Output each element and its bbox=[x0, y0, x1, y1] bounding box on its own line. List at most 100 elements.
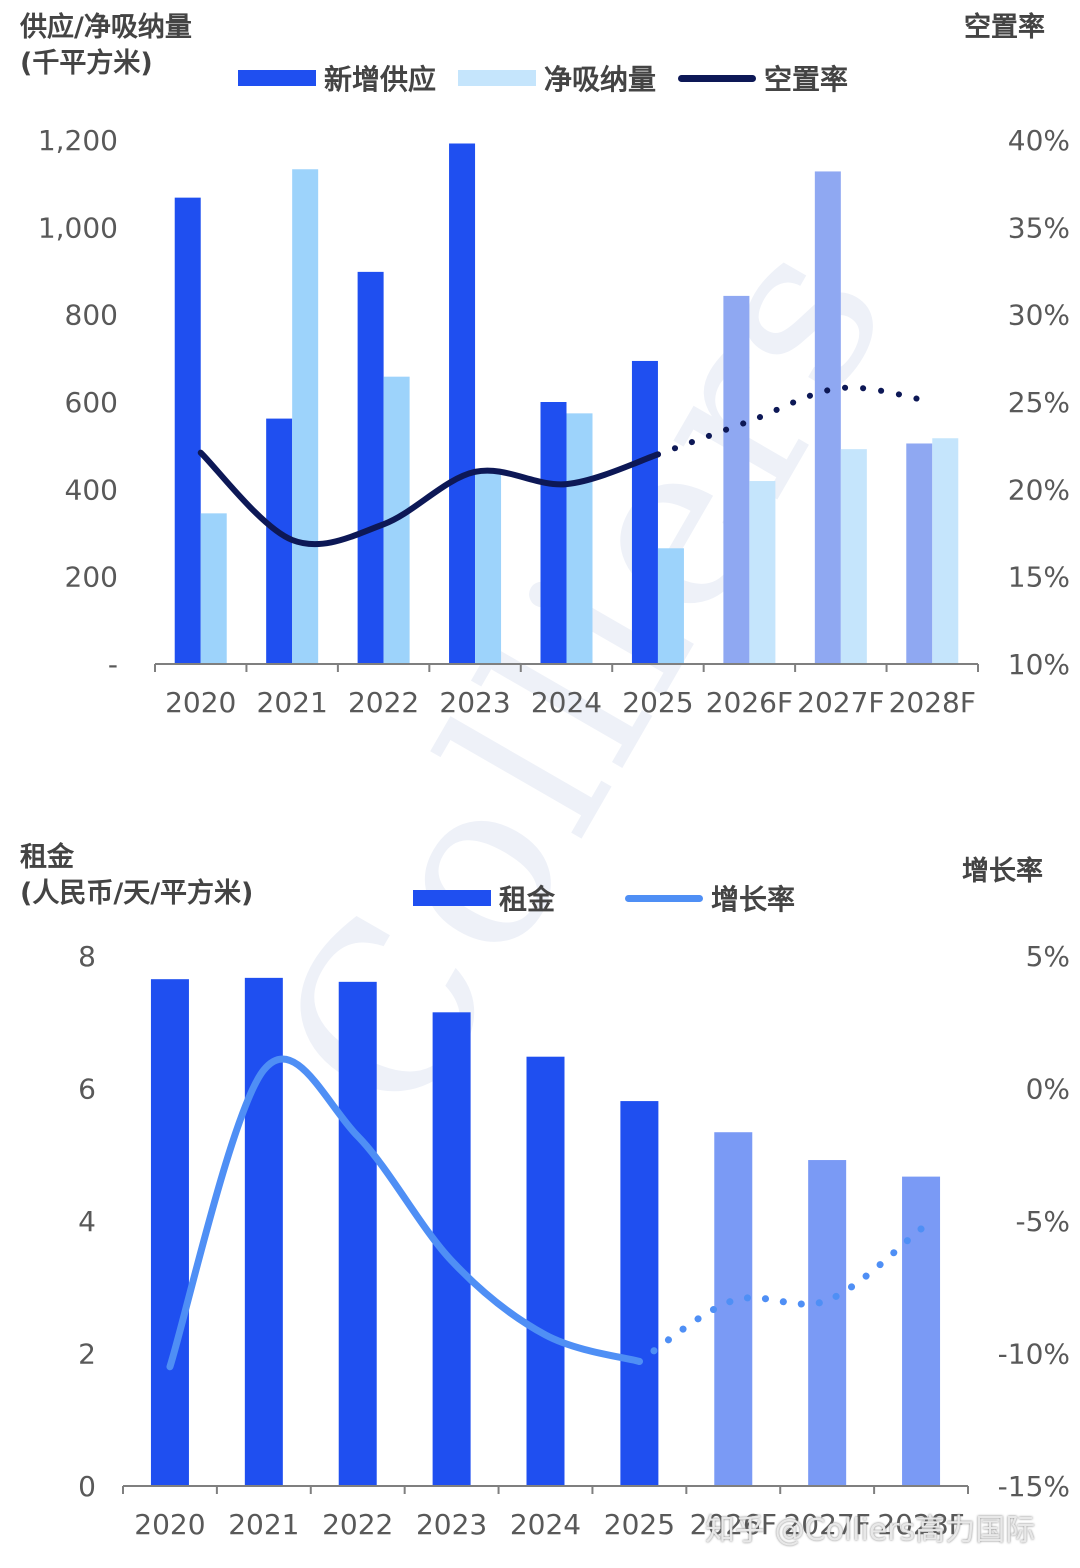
y-tick-label: 800 bbox=[65, 299, 118, 332]
legend: 新增供应 净吸纳量 空置率 bbox=[238, 58, 870, 98]
line-growth bbox=[166, 1055, 643, 1371]
x-tick-label: 2020 bbox=[134, 1508, 205, 1541]
bar-absorption bbox=[749, 481, 776, 664]
legend-swatch-growth bbox=[625, 894, 704, 902]
y2-tick-label: 10% bbox=[1008, 648, 1070, 681]
x-tick-label: 2026F bbox=[690, 1508, 777, 1541]
y-tick-label: 0 bbox=[78, 1470, 96, 1503]
bar-supply bbox=[723, 295, 750, 664]
y2-tick-label: 30% bbox=[1008, 299, 1070, 332]
left-axis-title-rent: 租金 (人民币/天/平方米) bbox=[20, 840, 253, 912]
legend-label-vacancy: 空置率 bbox=[764, 63, 849, 96]
legend-item-vacancy: 空置率 bbox=[678, 58, 848, 98]
y2-tick-label: 15% bbox=[1008, 561, 1070, 594]
credit-text: 知乎 @Colliers高力国际 bbox=[705, 1513, 1036, 1548]
bar-absorption bbox=[932, 438, 959, 664]
x-tick-label: 2024 bbox=[531, 686, 602, 719]
left-axis-title-line-1: 供应/净吸纳量 bbox=[20, 12, 192, 43]
y-tick-label: - bbox=[108, 648, 118, 681]
x-tick-label: 2021 bbox=[257, 686, 328, 719]
bar-absorption bbox=[840, 449, 867, 664]
legend-label-absorption: 净吸纳量 bbox=[544, 63, 657, 96]
right-axis-title-rent: 增长率 bbox=[962, 856, 1043, 887]
y2-tick-label: -15% bbox=[998, 1470, 1070, 1503]
x-tick-label: 2023 bbox=[439, 686, 510, 719]
x-tick-label: 2025 bbox=[604, 1508, 675, 1541]
y-tick-label: 8 bbox=[78, 940, 96, 973]
x-tick-label: 2024 bbox=[510, 1508, 581, 1541]
legend-rent: 租金 增长率 bbox=[413, 878, 817, 918]
supply-absorption-chart: 供应/净吸纳量 (千平方米) 空置率 新增供应 净吸纳量 空置率 - 200 400… bbox=[0, 0, 1080, 760]
legend-label-growth: 增长率 bbox=[711, 883, 796, 916]
bar-supply bbox=[174, 197, 201, 664]
y-tick-label: 4 bbox=[78, 1205, 96, 1238]
bar-absorption bbox=[200, 513, 227, 664]
line-vacancy-forecast bbox=[654, 384, 936, 458]
legend-item-growth: 增长率 bbox=[625, 878, 795, 918]
y-tick-label: 600 bbox=[65, 386, 118, 419]
bar-absorption bbox=[657, 548, 684, 664]
bar-rent bbox=[150, 979, 189, 1486]
bar-rent bbox=[620, 1101, 659, 1486]
y2-tick-label: 20% bbox=[1008, 473, 1070, 506]
bar-rent bbox=[714, 1132, 753, 1486]
supply-absorption-plot: - 200 400 600 800 1,000 1,200 10% 15% 20% 25% 30% 35… bbox=[38, 124, 1070, 719]
y-tick-label: 6 bbox=[78, 1073, 96, 1106]
bar-rent bbox=[902, 1176, 941, 1486]
left-axis-title-rent-line-2: (人民币/天/平方米) bbox=[20, 878, 254, 909]
legend-item-absorption: 净吸纳量 bbox=[458, 58, 656, 98]
x-tick-label: 2022 bbox=[348, 686, 419, 719]
y-tick-label: 1,200 bbox=[38, 124, 118, 157]
bar-supply bbox=[631, 360, 658, 664]
x-tick-label: 2025 bbox=[622, 686, 693, 719]
x-tick-label: 2022 bbox=[322, 1508, 393, 1541]
x-tick-label: 2026F bbox=[706, 686, 793, 719]
left-axis-title-rent-line-1: 租金 bbox=[20, 842, 74, 873]
legend-swatch-absorption bbox=[458, 70, 537, 86]
x-tick-label: 2020 bbox=[165, 686, 236, 719]
bar-absorption bbox=[475, 471, 502, 664]
x-tick-label: 2028F bbox=[889, 686, 976, 719]
x-tick-label: 2023 bbox=[416, 1508, 487, 1541]
bar-absorption bbox=[566, 413, 593, 664]
legend-item-rent: 租金 bbox=[413, 878, 555, 918]
bar-rent bbox=[338, 981, 377, 1486]
legend-label-rent: 租金 bbox=[499, 883, 556, 916]
rent-plot: 0 2 4 6 8 -15% -10% -5% 0% 5% 2020 2021 2022 2023 2024… bbox=[78, 940, 1070, 1541]
y-tick-label: 400 bbox=[65, 473, 118, 506]
y2-tick-label: 5% bbox=[1026, 940, 1070, 973]
line-growth-forecast bbox=[635, 1225, 925, 1365]
bar-rent bbox=[808, 1160, 847, 1486]
left-axis-title-line-2: (千平方米) bbox=[20, 48, 153, 79]
bar-supply bbox=[540, 402, 567, 664]
y-tick-label: 200 bbox=[65, 561, 118, 594]
left-axis-title: 供应/净吸纳量 (千平方米) bbox=[20, 10, 192, 82]
y2-tick-label: 40% bbox=[1008, 124, 1070, 157]
y2-tick-label: 35% bbox=[1008, 211, 1070, 244]
x-tick-label: 2027F bbox=[797, 686, 884, 719]
y-tick-label: 2 bbox=[78, 1338, 96, 1371]
legend-label-supply: 新增供应 bbox=[324, 63, 437, 96]
legend-swatch-supply bbox=[238, 70, 316, 86]
bar-supply bbox=[906, 443, 933, 664]
bar-rent bbox=[244, 977, 283, 1486]
y-tick-label: 1,000 bbox=[38, 211, 118, 244]
bar-supply bbox=[814, 171, 841, 664]
legend-swatch-rent bbox=[413, 890, 491, 906]
y2-tick-label: 0% bbox=[1026, 1073, 1070, 1106]
y2-tick-label: -10% bbox=[998, 1338, 1070, 1371]
x-tick-label: 2027F bbox=[783, 1508, 870, 1541]
x-tick-label: 2028F bbox=[877, 1508, 964, 1541]
legend-item-supply: 新增供应 bbox=[238, 58, 436, 98]
line-vacancy bbox=[197, 449, 661, 548]
bar-supply bbox=[449, 143, 476, 664]
y2-tick-label: 25% bbox=[1008, 386, 1070, 419]
rent-chart: 租金 (人民币/天/平方米) 增长率 租金 增长率 0 2 4 6 8 -15% -10% -… bbox=[0, 830, 1080, 1568]
bar-rent bbox=[526, 1056, 565, 1486]
right-axis-title: 空置率 bbox=[964, 12, 1045, 43]
x-tick-label: 2021 bbox=[228, 1508, 299, 1541]
y2-tick-label: -5% bbox=[1015, 1205, 1070, 1238]
bar-supply bbox=[357, 271, 384, 664]
legend-swatch-vacancy bbox=[678, 74, 757, 82]
bar-absorption bbox=[292, 169, 319, 665]
